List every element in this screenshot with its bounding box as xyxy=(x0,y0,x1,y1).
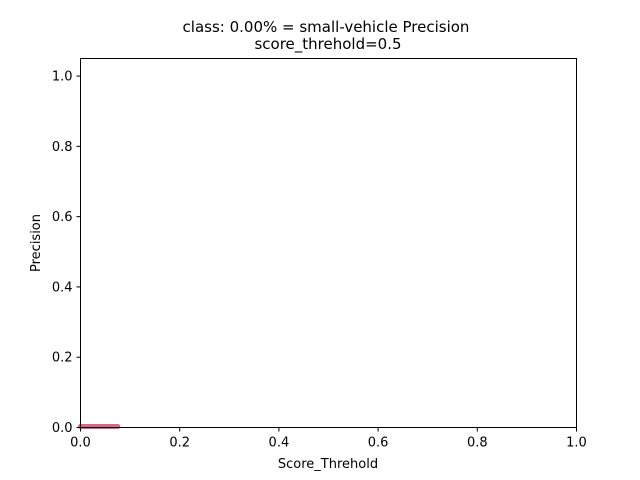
y-axis-label: Precision xyxy=(29,214,44,272)
x-tick-label: 1.0 xyxy=(566,436,587,451)
y-tick-label: 0.0 xyxy=(52,421,73,436)
y-tick-label: 0.6 xyxy=(52,210,73,225)
series-layer xyxy=(78,424,121,429)
y-axis: 0.0 0.2 0.4 0.6 0.8 1.0 xyxy=(52,70,81,436)
plot-frame xyxy=(80,58,577,428)
y-tick-label: 0.2 xyxy=(52,351,73,366)
x-axis: 0.0 0.2 0.4 0.6 0.8 1.0 xyxy=(70,427,587,451)
y-tick-label: 0.8 xyxy=(52,140,73,155)
chart-subtitle: score_threhold=0.5 xyxy=(254,35,401,54)
y-tick-label: 1.0 xyxy=(52,70,73,85)
x-tick-label: 0.6 xyxy=(368,436,389,451)
data-point xyxy=(115,424,121,429)
x-axis-label: Score_Threhold xyxy=(278,457,378,472)
x-tick-label: 0.8 xyxy=(467,436,488,451)
x-tick-label: 0.0 xyxy=(70,436,91,451)
chart-title: class: 0.00% = small-vehicle Precision xyxy=(183,18,470,36)
x-tick-label: 0.2 xyxy=(169,436,190,451)
x-tick-label: 0.4 xyxy=(269,436,290,451)
y-tick-label: 0.4 xyxy=(52,280,73,295)
